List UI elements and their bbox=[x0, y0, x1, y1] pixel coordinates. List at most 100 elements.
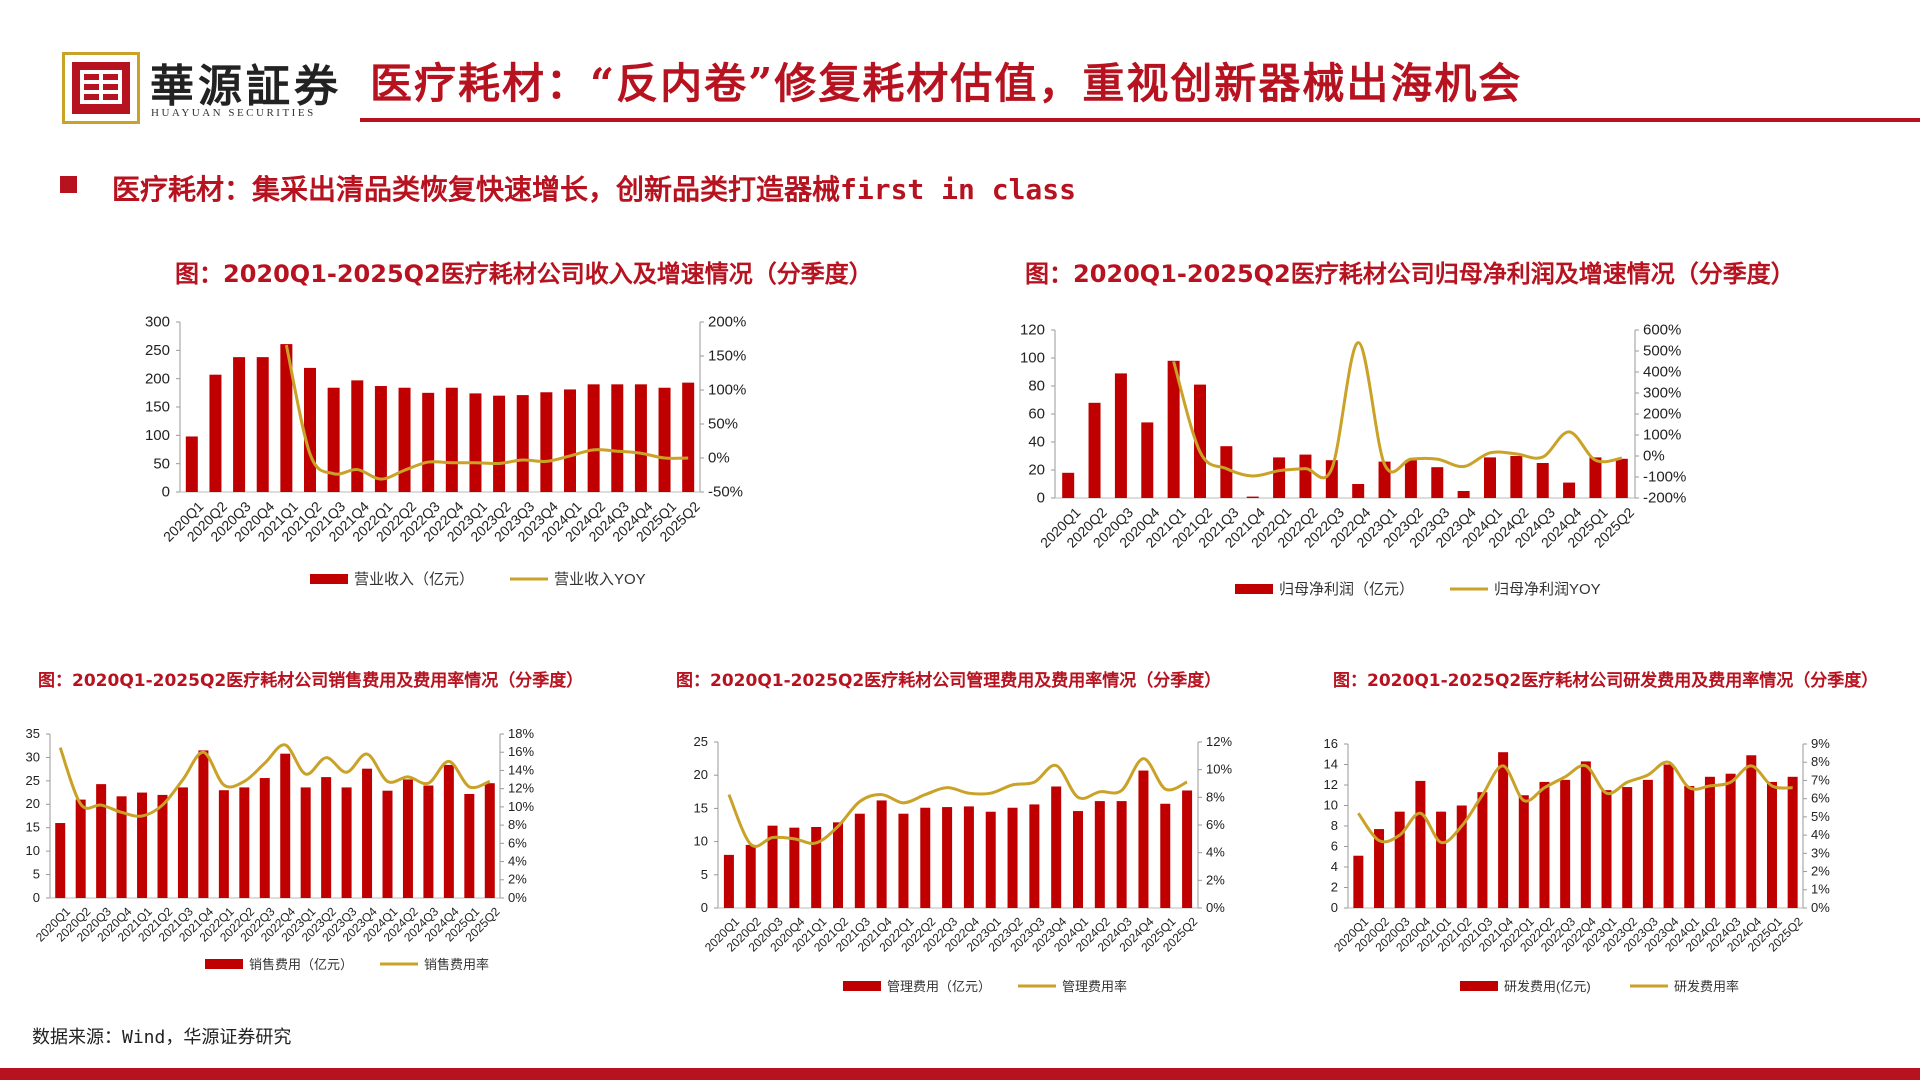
series-line-1 bbox=[58, 743, 491, 818]
series-line-1 bbox=[284, 344, 689, 481]
left-tick-label: 15 bbox=[26, 820, 40, 835]
report-header: 華源証券 HUAYUAN SECURITIES 医疗耗材：“反内卷”修复耗材估值… bbox=[0, 0, 1920, 125]
left-tick-label: 10 bbox=[694, 834, 708, 849]
bar-2022Q4 bbox=[963, 806, 974, 908]
section-subtitle: 医疗耗材：集采出清品类恢复快速增长，创新品类打造器械first in class bbox=[112, 173, 1077, 206]
bar-2022Q2 bbox=[398, 387, 411, 492]
bar-2024Q4 bbox=[634, 384, 647, 492]
bar-2021Q2 bbox=[1456, 805, 1467, 908]
bar-2022Q1 bbox=[898, 813, 909, 908]
bar-2022Q1 bbox=[374, 386, 387, 492]
bar-2022Q4 bbox=[280, 753, 291, 898]
left-tick-label: 10 bbox=[1324, 797, 1338, 812]
bar-2020Q4 bbox=[116, 796, 127, 898]
bar-2024Q2 bbox=[1510, 456, 1523, 498]
right-tick-label: 6% bbox=[508, 835, 527, 850]
right-tick-label: 0% bbox=[1206, 900, 1225, 915]
bar-2024Q3 bbox=[1116, 801, 1127, 908]
left-tick-label: 16 bbox=[1324, 736, 1338, 751]
left-tick-label: 0 bbox=[162, 484, 170, 501]
left-tick-label: 20 bbox=[1028, 462, 1045, 479]
bar-2022Q1 bbox=[1518, 795, 1529, 908]
chart-title-admin-expense: 图：2020Q1-2025Q2医疗耗材公司管理费用及费用率情况（分季度） bbox=[676, 671, 1222, 691]
left-tick-label: 10 bbox=[26, 843, 40, 858]
right-tick-label: 9% bbox=[1811, 736, 1830, 751]
bar-2023Q4 bbox=[1051, 786, 1062, 908]
right-tick-label: 10% bbox=[1206, 762, 1232, 777]
bar-2023Q1 bbox=[985, 811, 996, 908]
bar-2020Q2 bbox=[209, 374, 222, 492]
legend-label-1: 研发费用率 bbox=[1674, 979, 1739, 994]
bar-2021Q2 bbox=[304, 367, 316, 492]
bar-2020Q4 bbox=[789, 827, 800, 908]
left-tick-label: 14 bbox=[1324, 756, 1338, 771]
right-tick-label: 0% bbox=[1643, 448, 1665, 465]
bar-2022Q3 bbox=[422, 392, 435, 492]
legend-bar-swatch bbox=[843, 981, 881, 991]
bar-2024Q3 bbox=[1725, 773, 1736, 908]
bar-2024Q4 bbox=[443, 764, 454, 898]
left-tick-label: 12 bbox=[1324, 777, 1338, 792]
right-tick-label: 2% bbox=[1206, 872, 1225, 887]
bar-2020Q1 bbox=[723, 854, 734, 908]
bar-2024Q2 bbox=[1094, 801, 1105, 908]
left-tick-label: 0 bbox=[1331, 900, 1338, 915]
left-tick-label: 15 bbox=[694, 800, 708, 815]
chart-admin-expense: 05101520250%2%4%6%8%10%12%2020Q12020Q220… bbox=[694, 734, 1233, 994]
left-tick-label: 5 bbox=[701, 867, 708, 882]
bar-2024Q1 bbox=[1073, 811, 1083, 908]
chart-rd-expense: 02468101214160%1%2%3%4%5%6%7%8%9%2020Q12… bbox=[1324, 736, 1831, 994]
chart-selling-expense: 051015202530350%2%4%6%8%10%12%14%16%18%2… bbox=[26, 726, 535, 972]
footer-bar bbox=[0, 1068, 1920, 1080]
right-tick-label: 2% bbox=[508, 872, 527, 887]
bar-2023Q1 bbox=[300, 787, 311, 898]
left-tick-label: 200 bbox=[145, 370, 170, 387]
chart-legend: 营业收入（亿元） 营业收入YOY bbox=[310, 571, 646, 588]
bar-2022Q1 bbox=[218, 790, 229, 898]
bar-2021Q2 bbox=[1194, 384, 1206, 498]
bar-2021Q3 bbox=[327, 387, 340, 492]
bar-2023Q3 bbox=[1029, 804, 1040, 908]
chart-legend: 研发费用(亿元) 研发费用率 bbox=[1460, 979, 1739, 994]
right-tick-label: 8% bbox=[508, 817, 527, 832]
left-tick-label: 100 bbox=[1020, 350, 1045, 367]
bar-2020Q1 bbox=[1353, 855, 1364, 908]
left-tick-label: 2 bbox=[1331, 879, 1338, 894]
bar-2023Q2 bbox=[321, 777, 332, 898]
bar-2020Q1 bbox=[185, 436, 198, 492]
right-tick-label: 16% bbox=[508, 744, 534, 759]
bar-2022Q4 bbox=[1580, 761, 1591, 908]
bar-2021Q3 bbox=[1220, 446, 1233, 498]
chart-legend: 管理费用（亿元） 管理费用率 bbox=[843, 979, 1127, 994]
right-tick-label: 4% bbox=[1811, 827, 1830, 842]
right-tick-label: 100% bbox=[1643, 427, 1681, 444]
bar-2021Q4 bbox=[876, 800, 887, 908]
bar-2021Q3 bbox=[854, 813, 865, 908]
left-tick-label: 60 bbox=[1028, 406, 1045, 423]
bar-2021Q4 bbox=[351, 380, 364, 492]
logo-english-name: HUAYUAN SECURITIES bbox=[151, 107, 316, 119]
bar-2024Q2 bbox=[1704, 776, 1715, 908]
right-tick-label: 8% bbox=[1811, 754, 1830, 769]
bar-2023Q2 bbox=[493, 395, 506, 492]
right-tick-label: 6% bbox=[1206, 817, 1225, 832]
bar-2025Q1 bbox=[1589, 457, 1602, 498]
left-tick-label: 50 bbox=[153, 455, 170, 472]
bar-2023Q3 bbox=[1431, 467, 1444, 498]
bar-2024Q2 bbox=[587, 384, 600, 492]
bar-2020Q3 bbox=[1114, 373, 1127, 498]
right-tick-label: 0% bbox=[708, 450, 730, 467]
bar-2022Q2 bbox=[920, 807, 931, 908]
right-tick-label: -100% bbox=[1643, 469, 1686, 486]
left-tick-label: 4 bbox=[1331, 859, 1338, 874]
left-tick-label: 150 bbox=[145, 399, 170, 416]
chart-net-profit: 0 20 40 60 80 100 120 -200% -100% 0% 100% 200% 300% 4… bbox=[1020, 322, 1686, 598]
right-tick-label: 100% bbox=[708, 382, 746, 399]
left-tick-label: 20 bbox=[694, 767, 708, 782]
bar-2020Q2 bbox=[745, 844, 756, 908]
bar-2024Q1 bbox=[382, 790, 393, 898]
bar-2023Q4 bbox=[1457, 491, 1470, 498]
left-tick-label: 40 bbox=[1028, 434, 1045, 451]
bar-2024Q4 bbox=[1746, 755, 1757, 908]
chart-title-selling-expense: 图：2020Q1-2025Q2医疗耗材公司销售费用及费用率情况（分季度） bbox=[38, 671, 584, 691]
